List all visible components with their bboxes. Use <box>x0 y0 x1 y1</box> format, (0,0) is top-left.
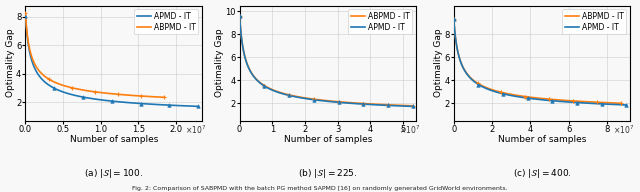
Line: ABPMD - IT: ABPMD - IT <box>239 17 413 106</box>
APMD - IT <box>339 102 347 104</box>
APMD - IT <box>339 102 346 104</box>
ABPMD - IT <box>451 25 458 27</box>
Text: (b) $|\mathcal{S}| = 225$.: (b) $|\mathcal{S}| = 225$. <box>298 167 358 180</box>
ABPMD - IT <box>104 92 112 94</box>
Text: Fig. 2: Comparison of SABPMD with the batch PG method SAPMD [16] on randomly gen: Fig. 2: Comparison of SABPMD with the ba… <box>132 186 508 191</box>
APMD - IT <box>127 102 135 104</box>
ABPMD - IT <box>236 15 243 18</box>
ABPMD - IT <box>148 95 156 98</box>
X-axis label: Number of samples: Number of samples <box>70 135 158 144</box>
Text: $\times 10^{7}$: $\times 10^{7}$ <box>185 123 206 136</box>
X-axis label: Number of samples: Number of samples <box>284 135 372 144</box>
APMD - IT <box>623 104 630 106</box>
ABPMD - IT <box>450 18 458 20</box>
Text: $\times 10^{7}$: $\times 10^{7}$ <box>613 123 634 136</box>
Legend: ABPMD - IT, APMD - IT: ABPMD - IT, APMD - IT <box>563 9 627 34</box>
ABPMD - IT <box>617 102 625 104</box>
Line: ABPMD - IT: ABPMD - IT <box>454 19 621 103</box>
Legend: APMD - IT, ABPMD - IT: APMD - IT, ABPMD - IT <box>134 9 198 34</box>
APMD - IT <box>556 100 563 103</box>
APMD - IT <box>236 15 243 18</box>
ABPMD - IT <box>549 98 557 101</box>
APMD - IT <box>179 105 186 107</box>
Legend: ABPMD - IT, APMD - IT: ABPMD - IT, APMD - IT <box>348 9 412 34</box>
APMD - IT <box>595 103 603 105</box>
Y-axis label: Optimality Gap: Optimality Gap <box>6 29 15 97</box>
ABPMD - IT <box>161 96 168 98</box>
APMD - IT <box>195 105 202 108</box>
APMD - IT <box>409 105 417 108</box>
ABPMD - IT <box>393 104 401 106</box>
ABPMD - IT <box>548 98 556 101</box>
Line: APMD - IT: APMD - IT <box>454 19 627 105</box>
Text: $\times 10^{7}$: $\times 10^{7}$ <box>399 123 420 136</box>
APMD - IT <box>124 101 132 104</box>
X-axis label: Number of samples: Number of samples <box>498 135 586 144</box>
ABPMD - IT <box>342 101 349 103</box>
Text: (a) $|\mathcal{S}| = 100$.: (a) $|\mathcal{S}| = 100$. <box>84 167 143 180</box>
ABPMD - IT <box>236 24 244 26</box>
ABPMD - IT <box>382 103 390 106</box>
APMD - IT <box>393 105 401 107</box>
Line: ABPMD - IT: ABPMD - IT <box>26 13 164 97</box>
ABPMD - IT <box>22 19 30 22</box>
ABPMD - IT <box>107 93 115 95</box>
APMD - IT <box>342 102 349 104</box>
APMD - IT <box>236 24 244 26</box>
APMD - IT <box>451 25 458 28</box>
ABPMD - IT <box>339 101 347 103</box>
Text: (c) $|\mathcal{S}| = 400$.: (c) $|\mathcal{S}| = 400$. <box>513 167 572 180</box>
ABPMD - IT <box>22 12 29 15</box>
APMD - IT <box>607 103 614 105</box>
ABPMD - IT <box>591 101 598 103</box>
ABPMD - IT <box>552 98 560 101</box>
APMD - IT <box>125 101 132 104</box>
ABPMD - IT <box>139 95 147 97</box>
APMD - IT <box>382 104 390 106</box>
APMD - IT <box>552 100 560 102</box>
APMD - IT <box>450 18 458 20</box>
APMD - IT <box>167 104 175 106</box>
Y-axis label: Optimality Gap: Optimality Gap <box>214 29 223 97</box>
Line: APMD - IT: APMD - IT <box>239 17 413 106</box>
ABPMD - IT <box>601 101 609 104</box>
APMD - IT <box>553 100 561 102</box>
Y-axis label: Optimality Gap: Optimality Gap <box>434 29 443 97</box>
Line: APMD - IT: APMD - IT <box>26 16 198 106</box>
ABPMD - IT <box>104 92 111 94</box>
APMD - IT <box>22 15 29 17</box>
ABPMD - IT <box>339 101 346 103</box>
ABPMD - IT <box>409 105 417 107</box>
APMD - IT <box>22 23 30 26</box>
